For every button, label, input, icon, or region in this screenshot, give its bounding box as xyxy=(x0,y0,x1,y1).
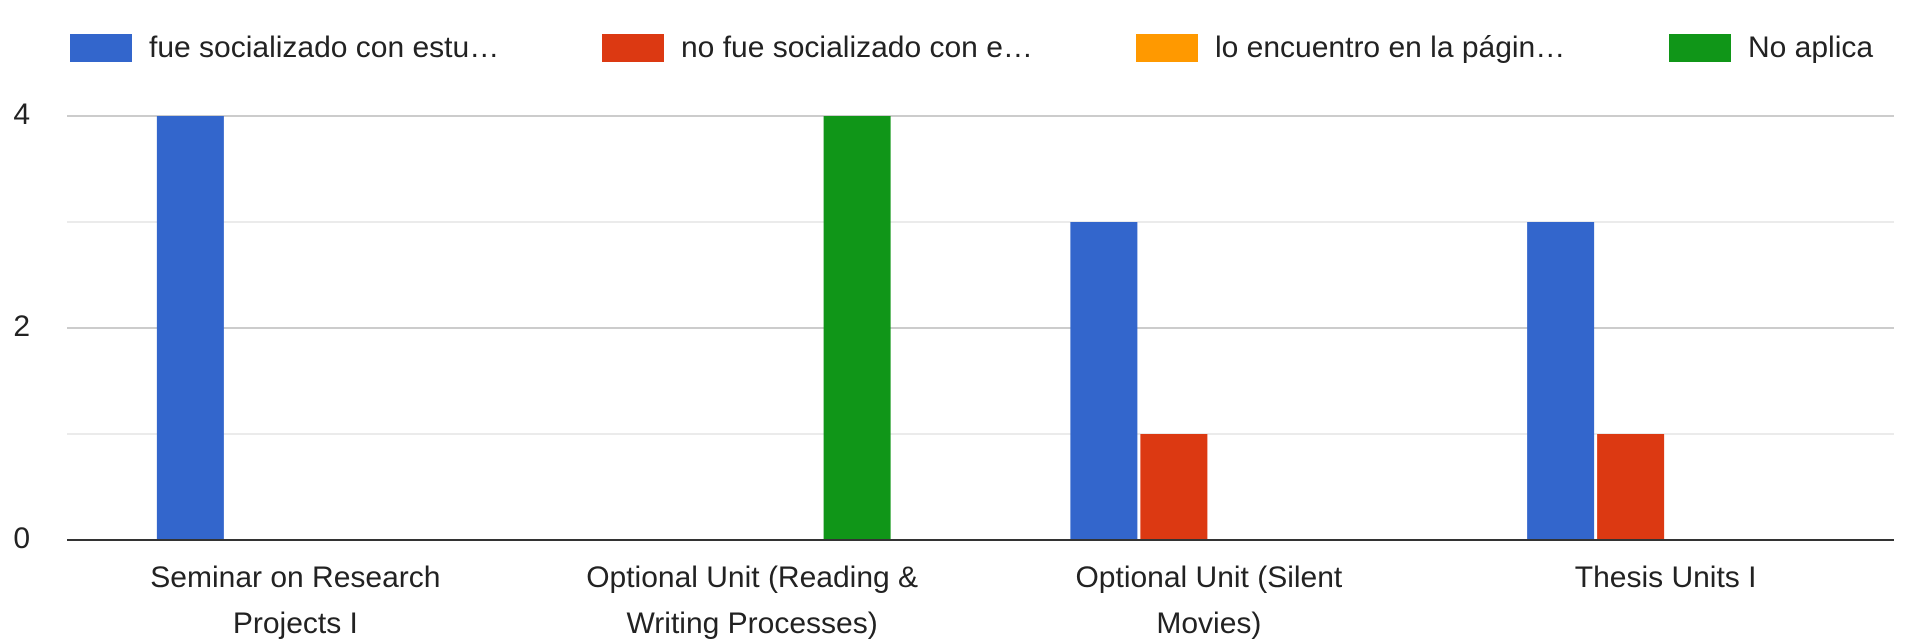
legend-label: No aplica xyxy=(1748,31,1873,64)
legend-label: lo encuentro en la págin… xyxy=(1215,31,1565,64)
y-tick-label: 2 xyxy=(13,310,30,343)
x-tick-label: Seminar on Research Projects I xyxy=(150,561,440,640)
bar xyxy=(1140,434,1208,540)
legend-swatch xyxy=(602,34,664,62)
x-tick-label: Optional Unit (Reading & Writing Processe… xyxy=(586,561,918,640)
legend-label: no fue socializado con e… xyxy=(681,31,1033,64)
legend-swatch xyxy=(1669,34,1731,62)
bar xyxy=(1527,222,1595,540)
bar xyxy=(1597,434,1665,540)
x-tick-label: Optional Unit (Silent Movies) xyxy=(1075,561,1342,640)
bar xyxy=(156,116,224,540)
bar xyxy=(1070,222,1138,540)
x-tick-label: Thesis Units I xyxy=(1575,561,1757,594)
legend-swatch xyxy=(1136,34,1198,62)
bar xyxy=(823,116,891,540)
y-tick-label: 4 xyxy=(13,98,30,131)
legend-swatch xyxy=(70,34,132,62)
y-tick-label: 0 xyxy=(13,522,30,555)
legend-label: fue socializado con estu… xyxy=(149,31,499,64)
